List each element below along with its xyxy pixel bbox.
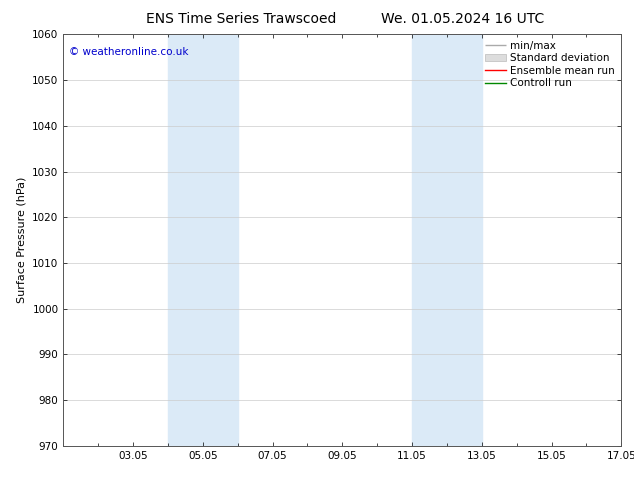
Text: ENS Time Series Trawscoed: ENS Time Series Trawscoed [146,12,336,26]
Text: We. 01.05.2024 16 UTC: We. 01.05.2024 16 UTC [381,12,545,26]
Y-axis label: Surface Pressure (hPa): Surface Pressure (hPa) [16,177,27,303]
Legend: min/max, Standard deviation, Ensemble mean run, Controll run: min/max, Standard deviation, Ensemble me… [482,37,618,92]
Bar [412,34,482,446]
Text: © weatheronline.co.uk: © weatheronline.co.uk [69,47,188,57]
Bar [168,34,238,446]
